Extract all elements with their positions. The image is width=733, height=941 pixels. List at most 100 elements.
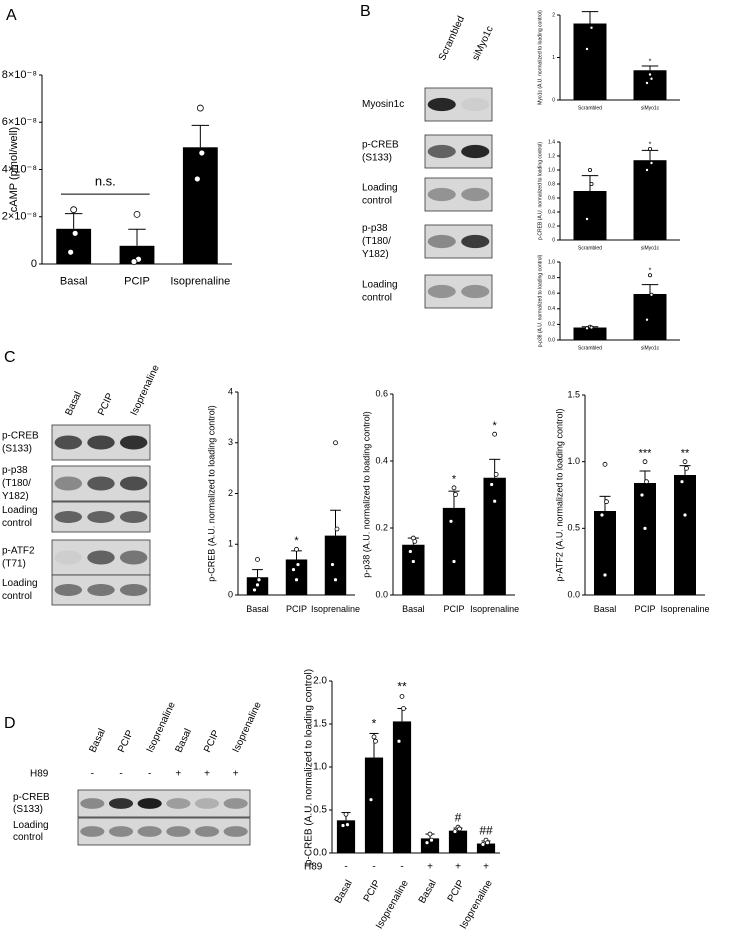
significance: ## bbox=[479, 823, 493, 837]
y-tick-label: 0.2 bbox=[548, 322, 555, 328]
x-tick-label: Isoprenaline bbox=[311, 604, 360, 614]
bar bbox=[573, 327, 607, 340]
data-point bbox=[256, 577, 262, 583]
x-tick-label: siMyo1c bbox=[641, 345, 660, 351]
row-label: Loading bbox=[13, 820, 49, 831]
y-axis-label: Myo1c (A.U. normalized to loading contro… bbox=[537, 10, 543, 105]
data-point bbox=[294, 577, 299, 583]
data-point bbox=[648, 72, 653, 77]
data-point bbox=[480, 842, 486, 847]
row-label: (T180/ bbox=[2, 478, 31, 489]
data-point bbox=[448, 518, 454, 524]
y-tick-label: 0.0 bbox=[375, 589, 388, 599]
significance: * bbox=[493, 420, 498, 432]
data-point bbox=[585, 326, 590, 331]
bar bbox=[573, 23, 607, 100]
blot-band bbox=[461, 234, 490, 249]
row-label: control bbox=[362, 293, 392, 304]
blot-band bbox=[461, 284, 490, 299]
significance: * bbox=[294, 535, 299, 547]
row-label: p-p38 bbox=[2, 465, 28, 476]
y-tick-label: 0 bbox=[31, 258, 37, 270]
significance: * bbox=[372, 717, 377, 731]
bar bbox=[324, 535, 347, 595]
y-tick-label: 1.0 bbox=[313, 762, 327, 773]
blot-band bbox=[54, 511, 83, 523]
data-point bbox=[585, 47, 590, 52]
y-tick-label: 3 bbox=[228, 437, 233, 447]
bar bbox=[392, 721, 412, 853]
blot-band bbox=[80, 798, 105, 809]
blot-band bbox=[461, 187, 490, 202]
row-label: p-CREB bbox=[362, 140, 399, 151]
data-point bbox=[196, 104, 204, 112]
y-tick-label: 2 bbox=[552, 12, 555, 18]
blot-band bbox=[137, 826, 162, 837]
data-point bbox=[429, 837, 434, 843]
data-point bbox=[345, 822, 350, 828]
bracket-label: n.s. bbox=[95, 174, 116, 189]
significance: ** bbox=[397, 680, 407, 694]
blot-band bbox=[54, 550, 83, 565]
x-tick-label: PCIP bbox=[286, 604, 307, 614]
blot-band bbox=[119, 584, 148, 596]
data-point bbox=[452, 829, 458, 834]
lane-label: siMyo1c bbox=[470, 24, 495, 62]
bar bbox=[448, 830, 468, 853]
data-point bbox=[645, 317, 650, 322]
data-point bbox=[252, 587, 257, 593]
data-point bbox=[585, 216, 590, 221]
panel-letter: D bbox=[4, 715, 16, 732]
x-tick-label: Basal bbox=[246, 604, 269, 614]
y-axis-label: p-CREB (A.U. normalized to loading contr… bbox=[304, 669, 315, 865]
y-tick-label: 1.0 bbox=[548, 259, 555, 265]
panel-letter: B bbox=[360, 3, 371, 20]
blot-band bbox=[427, 97, 456, 112]
data-point bbox=[407, 549, 413, 554]
x-tick-label: PCIP bbox=[362, 878, 383, 904]
y-tick-label: 4 bbox=[228, 386, 233, 396]
y-tick-label: 0.2 bbox=[375, 522, 388, 532]
bar bbox=[633, 293, 667, 340]
data-point bbox=[489, 482, 495, 487]
y-axis-label: p-CREB (A.U. normalized to loading contr… bbox=[537, 142, 543, 240]
row-label: Y182) bbox=[362, 249, 389, 260]
data-point bbox=[684, 465, 689, 471]
data-point bbox=[396, 738, 402, 744]
data-point bbox=[648, 273, 653, 278]
y-tick-label: 1.2 bbox=[548, 153, 555, 159]
data-point bbox=[294, 546, 299, 552]
lane-label: Basal bbox=[87, 727, 108, 754]
bar bbox=[442, 507, 466, 595]
data-point bbox=[649, 76, 654, 81]
y-tick-label: 0.5 bbox=[567, 523, 580, 533]
blot-box bbox=[424, 177, 493, 212]
blot-box bbox=[77, 789, 251, 818]
x-tick-label: Basal bbox=[333, 878, 355, 905]
panel-letter: C bbox=[4, 349, 16, 366]
blot-band bbox=[427, 187, 456, 202]
x-tick-label: PCIP bbox=[634, 604, 655, 614]
y-tick-label: 0 bbox=[228, 589, 233, 599]
data-point bbox=[682, 512, 688, 518]
bar bbox=[573, 191, 607, 240]
row-label: Loading bbox=[2, 578, 38, 589]
data-point bbox=[604, 499, 609, 505]
bar bbox=[634, 483, 656, 595]
bar bbox=[336, 820, 356, 853]
data-point bbox=[639, 492, 645, 498]
data-point bbox=[333, 440, 338, 446]
row-label: p-CREB bbox=[2, 431, 39, 442]
treatment-sign: + bbox=[483, 862, 489, 873]
data-point bbox=[193, 175, 201, 183]
row-label: p-ATF2 bbox=[2, 546, 35, 557]
x-tick-label: Scrambled bbox=[578, 105, 602, 111]
bar bbox=[182, 147, 218, 264]
data-point bbox=[424, 840, 430, 846]
blot-box bbox=[77, 817, 251, 846]
treatment-label: H89 bbox=[30, 769, 49, 780]
row-label: (T180/ bbox=[362, 236, 391, 247]
y-tick-label: 8×10⁻⁸ bbox=[2, 69, 37, 81]
bar bbox=[483, 477, 506, 595]
y-axis-label: p-ATF2 (A.U. normalized to loading contr… bbox=[554, 409, 564, 582]
